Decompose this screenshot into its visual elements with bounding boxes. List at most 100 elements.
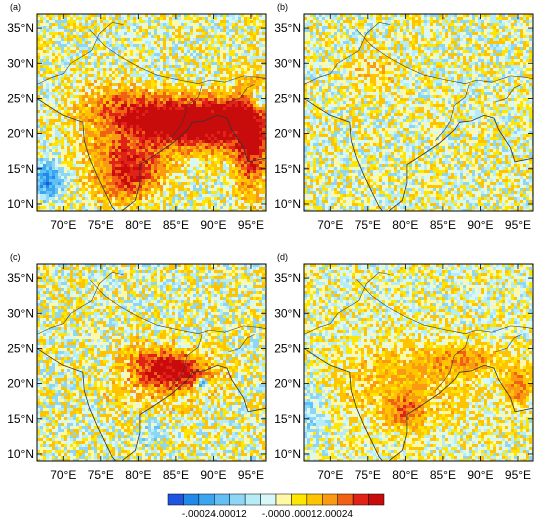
field-a [37, 14, 266, 211]
y-tick-label: 25°N [7, 341, 34, 355]
x-tick-label: 95°E [238, 468, 264, 482]
panel-label: (a) [10, 2, 21, 12]
y-tick-label: 35°N [274, 21, 301, 35]
x-tick-label: 75°E [88, 468, 114, 482]
x-tick-label: 95°E [238, 218, 264, 232]
panel-label: (b) [277, 2, 288, 12]
map-lines-d [304, 272, 533, 461]
y-tick-label: 20°N [7, 127, 34, 141]
x-tick-label: 90°E [200, 218, 226, 232]
y-tick-label: 20°N [274, 377, 301, 391]
panel-label: (d) [277, 252, 288, 262]
x-tick-label: 95°E [505, 218, 531, 232]
boundary-line [228, 84, 255, 103]
y-tick-label: 30°N [7, 306, 34, 320]
y-tick-label: 15°N [274, 162, 301, 176]
field-c [37, 264, 266, 461]
colorbar-swatch [260, 493, 277, 506]
colorbar-label: .00012 [292, 509, 323, 519]
y-tick-label: 15°N [274, 412, 301, 426]
panel-frame [36, 263, 267, 462]
boundary-line [388, 114, 533, 211]
colorbar-label: -.0000 [262, 509, 291, 519]
colorbar-swatch [275, 493, 292, 506]
colorbar-swatch [214, 493, 230, 506]
x-tick-label: 85°E [430, 218, 456, 232]
y-tick-label: 20°N [274, 127, 301, 141]
boundary-line [168, 84, 203, 141]
map-lines-a [37, 22, 266, 211]
boundary-line [121, 114, 266, 211]
x-tick-label: 85°E [163, 468, 189, 482]
panel-frame [303, 263, 534, 462]
panel-d: (d) 70°E 75°E 80°E 85°E 90°E 95°E 10°N 15°N 20°N 2… [274, 252, 534, 482]
field-d [304, 264, 533, 461]
boundary-line [168, 334, 203, 391]
y-tick-label: 20°N [7, 377, 34, 391]
colorbar-swatch [291, 493, 308, 506]
x-tick-label: 80°E [392, 468, 418, 482]
y-tick-label: 35°N [7, 271, 34, 285]
boundary-line [89, 279, 266, 334]
panel-a: (a) 70°E 75°E 80°E 85°E 90°E 95°E 10°N 15°N 20°N 2… [7, 2, 267, 232]
x-tick-label: 75°E [88, 218, 114, 232]
x-tick-label: 90°E [200, 468, 226, 482]
map-lines-c [37, 272, 266, 461]
colorbar-label: .00024 [322, 509, 353, 519]
x-tick-label: 70°E [50, 468, 76, 482]
boundary-line [37, 272, 124, 335]
colorbar-swatch [368, 493, 385, 506]
boundary-line [495, 84, 522, 103]
colorbar-label: -.00024 [182, 509, 216, 519]
x-tick-label: 90°E [467, 468, 493, 482]
colorbar-swatch [244, 493, 261, 506]
y-tick-label: 10°N [7, 447, 34, 461]
colorbar-swatch [167, 493, 184, 506]
boundary-line [435, 84, 470, 141]
panel-label: (c) [10, 252, 21, 262]
panel-frame [303, 13, 534, 212]
colorbar-swatch [198, 493, 215, 506]
boundary-line [304, 272, 391, 335]
y-tick-label: 30°N [274, 306, 301, 320]
y-tick-label: 35°N [274, 271, 301, 285]
y-tick-label: 10°N [7, 197, 34, 211]
boundary-line [89, 29, 266, 84]
map-lines-b [304, 22, 533, 211]
colorbar-label: -.00012 [213, 509, 247, 519]
colorbar-swatch [322, 493, 338, 506]
x-tick-label: 85°E [430, 468, 456, 482]
y-tick-label: 15°N [7, 162, 34, 176]
y-tick-label: 35°N [7, 21, 34, 35]
x-tick-label: 80°E [125, 468, 151, 482]
boundary-line [37, 98, 117, 211]
colorbar-swatch [229, 493, 246, 506]
colorbar-swatch [183, 493, 200, 506]
boundary-line [304, 98, 384, 211]
colorbar: -.00024-.00012 -.0000.00012.00024 [167, 493, 385, 519]
panel-b: (b) 70°E 75°E 80°E 85°E 90°E 95°E 10°N 15°N 20°N 2… [274, 2, 534, 232]
x-tick-label: 85°E [163, 218, 189, 232]
y-tick-label: 30°N [274, 56, 301, 70]
boundary-line [304, 22, 391, 85]
y-tick-label: 10°N [274, 447, 301, 461]
panel-c: (c) 70°E 75°E 80°E 85°E 90°E 95°E 10°N 15°N 20°N 2… [7, 252, 267, 482]
panel-frame [36, 13, 267, 212]
x-tick-label: 90°E [467, 218, 493, 232]
y-tick-label: 25°N [274, 341, 301, 355]
boundary-line [37, 22, 124, 85]
boundary-line [435, 334, 470, 391]
colorbar-swatch [306, 493, 323, 506]
colorbar-swatch [337, 493, 354, 506]
x-tick-label: 80°E [392, 218, 418, 232]
colorbar-swatch [352, 493, 369, 506]
boundary-line [495, 334, 522, 353]
x-tick-label: 70°E [317, 218, 343, 232]
boundary-line [388, 364, 533, 461]
x-tick-label: 75°E [355, 218, 381, 232]
y-tick-label: 25°N [274, 91, 301, 105]
x-tick-label: 70°E [50, 218, 76, 232]
x-tick-label: 70°E [317, 468, 343, 482]
x-tick-label: 80°E [125, 218, 151, 232]
